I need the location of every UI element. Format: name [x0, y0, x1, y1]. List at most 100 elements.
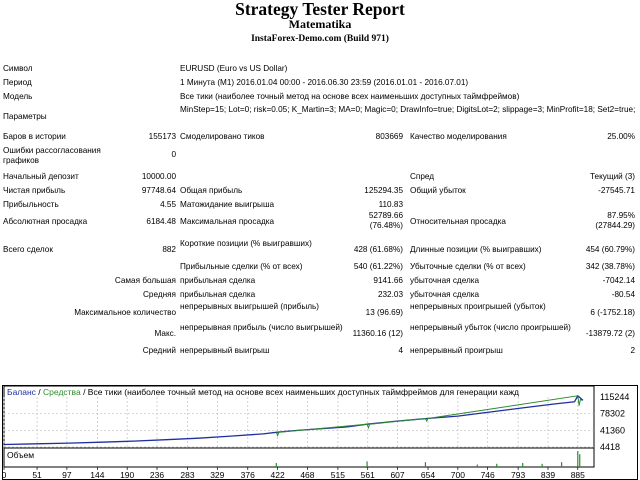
equity-line	[275, 395, 583, 437]
report-cell: непрерывная прибыль (число выигрышей)	[180, 323, 343, 332]
balance-line	[3, 394, 584, 446]
x-tick-label: 885	[571, 470, 585, 480]
volume-bar	[522, 463, 524, 467]
report-cell: Параметры	[3, 112, 47, 121]
x-tick-label: 515	[331, 470, 345, 480]
volume-bar	[541, 463, 543, 467]
report-cell: прибыльная сделка	[180, 276, 256, 285]
report-cell: Смоделировано тиков	[180, 132, 265, 141]
y-tick-label: 41360	[600, 425, 625, 435]
report-subtitle: Matematika	[288, 17, 352, 31]
report-cell: Всего сделок	[3, 245, 53, 254]
x-tick-label: 51	[32, 470, 42, 480]
volume-bar	[560, 462, 563, 467]
report-cell: Общий убыток	[410, 186, 466, 195]
chart-legend: Баланс / Средства / Все тики (наиболее т…	[7, 387, 519, 397]
report-cell: Все тики (наиболее точный метод на основ…	[180, 92, 520, 101]
report-cell: 97748.64	[141, 186, 176, 195]
report-cell: Средний	[142, 346, 176, 355]
report-cell: 428 (61.68%)	[353, 245, 403, 254]
legend-equity: Средства	[43, 387, 81, 397]
report-cell: Матожидание выигрыша	[180, 200, 275, 209]
x-tick-label: 839	[541, 470, 555, 480]
volume-bar	[366, 461, 368, 467]
report-cell: 6 (-1752.18)	[590, 308, 635, 317]
report-cell: 4.55	[160, 200, 176, 209]
x-tick-label: 607	[390, 470, 404, 480]
report-cell: Прибыльность	[3, 200, 59, 209]
report-cell: 454 (60.79%)	[585, 245, 635, 254]
report-cell: (27844.29)	[595, 221, 635, 230]
report-cell: Средняя	[142, 290, 176, 299]
x-tick-label: 283	[180, 470, 194, 480]
report-cell: 10000.00	[141, 172, 176, 181]
x-tick-label: 468	[300, 470, 314, 480]
report-cell: непрерывный убыток (число проигрышей)	[410, 323, 571, 332]
report-cell: Длинные позиции (% выигравших)	[410, 245, 542, 254]
report-cell: 125294.35	[364, 186, 403, 195]
report-cell: Ошибки рассогласования графиков	[3, 146, 101, 165]
report-cell: (76.48%)	[369, 221, 403, 230]
report-cell: -80.54	[611, 290, 635, 299]
volume-bar	[476, 464, 478, 467]
report-cell: 803669	[375, 132, 403, 141]
x-tick-label: 0	[2, 470, 7, 480]
x-tick-label: 329	[210, 470, 224, 480]
report-cell: Прибыльные сделки (% от всех)	[180, 262, 303, 271]
x-tick-label: 376	[241, 470, 255, 480]
volume-bar	[275, 463, 277, 467]
report-cell: Качество моделирования	[410, 132, 507, 141]
report-cell: 0	[171, 150, 176, 159]
report-cell: 87.95%	[607, 211, 635, 220]
report-cell: Максимальное количество	[74, 308, 176, 317]
x-tick-label: 561	[361, 470, 375, 480]
report-cell: 882	[162, 245, 176, 254]
legend-balance: Баланс	[7, 387, 37, 397]
report-cell: Символ	[3, 64, 33, 73]
x-tick-label: 422	[271, 470, 285, 480]
volume-bar	[496, 463, 498, 467]
report-cell: непрерывных выигрышей (прибыль)	[180, 302, 320, 311]
y-tick-label: 115244	[600, 392, 629, 402]
report-cell: 232.03	[377, 290, 403, 299]
report-cell: Начальный депозит	[3, 172, 79, 181]
x-tick-label: 746	[481, 470, 495, 480]
report-cell: 13 (96.69)	[365, 308, 403, 317]
report-cell: 540 (61.22%)	[353, 262, 403, 271]
report-cell: Текущий (3)	[589, 172, 635, 181]
report-cell: Чистая прибыль	[3, 186, 66, 195]
x-tick-label: 654	[421, 470, 435, 480]
report-cell: Период	[3, 78, 32, 87]
report-cell: 110.83	[378, 200, 403, 209]
report-cell: 1 Минута (M1) 2016.01.04 00:00 - 2016.06…	[180, 78, 469, 87]
report-cell: 2	[630, 346, 635, 355]
report-cell: 52789.66	[368, 211, 403, 220]
report-cell: Общая прибыль	[180, 186, 243, 195]
report-table: Символ EURUSD (Euro vs US Dollar) Период 1 …	[3, 64, 635, 355]
report-server: InstaForex-Demo.com (Build 971)	[251, 34, 389, 44]
volume-label: Объем	[7, 450, 34, 460]
report-cell: 4	[398, 346, 403, 355]
x-tick-label: 700	[451, 470, 465, 480]
report-cell: Модель	[3, 92, 33, 101]
report-cell: 9141.66	[373, 276, 403, 285]
volume-bar	[579, 454, 581, 467]
report-cell: -13879.72 (2)	[585, 329, 635, 338]
x-tick-label: 144	[90, 470, 104, 480]
y-tick-label: 78302	[600, 409, 625, 419]
report-cell: -27545.71	[598, 186, 635, 195]
report-cell: непрерывных проигрышей (убыток)	[410, 302, 546, 311]
legend-model: Все тики (наиболее точный метод на основ…	[88, 387, 519, 397]
report-cell: Спред	[410, 172, 435, 181]
y-tick-label: 4418	[600, 442, 620, 452]
report-cell: Самая большая	[114, 276, 176, 285]
balance-chart: 115244 78302 41360 4418 0 51 97 144 190 236 283 329…	[2, 385, 638, 480]
legend-separator: /	[36, 387, 43, 397]
report-cell: непрерывный проигрыш	[410, 346, 503, 355]
x-tick-label: 236	[150, 470, 164, 480]
report-cell: Абсолютная просадка	[3, 217, 88, 226]
report-cell: непрерывный выигрыш	[180, 346, 270, 355]
report-cell: Максимальная просадка	[180, 217, 275, 226]
report-cell: 11360.16 (12)	[352, 329, 403, 338]
report-cell: Относительная просадка	[410, 217, 506, 226]
